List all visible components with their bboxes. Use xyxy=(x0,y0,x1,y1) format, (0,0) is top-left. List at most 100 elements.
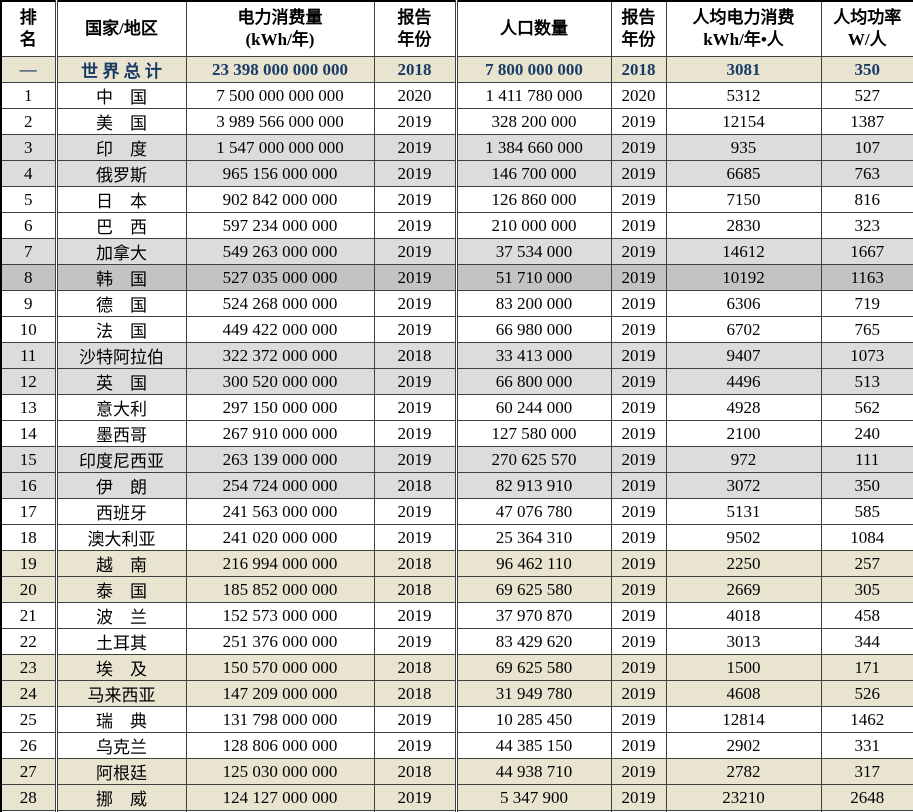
header-rank-line1: 排 xyxy=(19,7,37,27)
population-cell: 37 970 870 xyxy=(455,602,612,629)
header-population-line1: 人口数量 xyxy=(500,18,568,38)
rank-cell: 22 xyxy=(0,628,58,655)
report-year-1-cell: 2019 xyxy=(373,186,458,213)
population-cell: 51 710 000 xyxy=(455,264,612,291)
rank-cell: 27 xyxy=(0,758,58,785)
per-capita-power-cell: 562 xyxy=(820,394,913,421)
header-rank-line2: 名 xyxy=(19,30,37,49)
per-capita-power-cell: 305 xyxy=(820,576,913,603)
rank-cell: 29 xyxy=(0,810,58,812)
report-year-1-cell: 2018 xyxy=(373,56,458,83)
rank-cell: 3 xyxy=(0,134,58,161)
rank-cell: 2 xyxy=(0,108,58,135)
population-cell: 66 800 000 xyxy=(455,368,612,395)
rank-cell: 8 xyxy=(0,264,58,291)
country-cell: 越 南 xyxy=(55,550,187,577)
per-capita-consumption-cell: 935 xyxy=(665,134,822,161)
header-report-year-2: 报告 年份 xyxy=(610,0,667,57)
report-year-1-cell: 2019 xyxy=(373,784,458,811)
rank-cell: 5 xyxy=(0,186,58,213)
per-capita-power-cell: 323 xyxy=(820,212,913,239)
report-year-2-cell: 2019 xyxy=(610,680,667,707)
consumption-cell: 267 910 000 000 xyxy=(185,420,375,447)
rank-cell: 20 xyxy=(0,576,58,603)
per-capita-consumption-cell: 5131 xyxy=(665,498,822,525)
rank-cell: 4 xyxy=(0,160,58,187)
consumption-cell: 300 520 000 000 xyxy=(185,368,375,395)
table-row: 2 美 国 3 989 566 000 000 2019 328 200 000… xyxy=(0,108,913,135)
report-year-1-cell: 2019 xyxy=(373,732,458,759)
population-cell: 1 384 660 000 xyxy=(455,134,612,161)
population-cell: 5 347 900 xyxy=(455,784,612,811)
population-cell: 47 076 780 xyxy=(455,498,612,525)
population-cell: 66 980 000 xyxy=(455,316,612,343)
per-capita-consumption-cell: 2830 xyxy=(665,212,822,239)
country-cell: 土耳其 xyxy=(55,628,187,655)
header-per-capita-consumption-line1: 人均电力消费 xyxy=(692,7,795,27)
per-capita-power-cell: 1667 xyxy=(820,238,913,265)
country-cell: 美 国 xyxy=(55,108,187,135)
population-cell: 328 200 000 xyxy=(455,108,612,135)
per-capita-power-cell: 526 xyxy=(820,680,913,707)
per-capita-consumption-cell: 5312 xyxy=(665,82,822,109)
per-capita-power-cell: 350 xyxy=(820,56,913,83)
header-report-year-2-line2: 年份 xyxy=(621,30,656,49)
report-year-2-cell: 2019 xyxy=(610,576,667,603)
per-capita-consumption-cell: 2902 xyxy=(665,732,822,759)
consumption-cell: 216 994 000 000 xyxy=(185,550,375,577)
per-capita-consumption-cell: 12814 xyxy=(665,706,822,733)
country-cell: 日 本 xyxy=(55,186,187,213)
report-year-2-cell: 2019 xyxy=(610,472,667,499)
consumption-cell: 1 547 000 000 000 xyxy=(185,134,375,161)
report-year-2-cell: 2019 xyxy=(610,446,667,473)
consumption-cell: 125 030 000 000 xyxy=(185,758,375,785)
header-per-capita-consumption: 人均电力消费 kWh/年•人 xyxy=(665,0,822,57)
report-year-1-cell: 2020 xyxy=(373,82,458,109)
per-capita-power-cell: 1462 xyxy=(820,706,913,733)
population-cell: 69 625 580 xyxy=(455,576,612,603)
table-row: 13 意大利 297 150 000 000 2019 60 244 000 2… xyxy=(0,394,913,421)
country-cell: 澳大利亚 xyxy=(55,524,187,551)
report-year-1-cell: 2019 xyxy=(373,524,458,551)
report-year-2-cell: 2019 xyxy=(610,498,667,525)
per-capita-consumption-cell: 2782 xyxy=(665,758,822,785)
population-cell: 10 285 450 xyxy=(455,706,612,733)
header-consumption-line1: 电力消费量 xyxy=(237,7,323,27)
consumption-cell: 965 156 000 000 xyxy=(185,160,375,187)
report-year-1-cell: 2019 xyxy=(373,498,458,525)
report-year-1-cell: 2019 xyxy=(373,160,458,187)
per-capita-power-cell: 1163 xyxy=(820,264,913,291)
header-rank: 排 名 xyxy=(0,0,58,57)
report-year-2-cell: 2019 xyxy=(610,316,667,343)
consumption-cell: 131 798 000 000 xyxy=(185,706,375,733)
report-year-2-cell: 2019 xyxy=(610,186,667,213)
country-cell: 印度尼西亚 xyxy=(55,446,187,473)
country-cell: 马来西亚 xyxy=(55,680,187,707)
per-capita-consumption-cell: 2250 xyxy=(665,550,822,577)
population-cell: 83 429 620 xyxy=(455,628,612,655)
per-capita-consumption-cell: 9502 xyxy=(665,524,822,551)
consumption-cell: 23 398 000 000 000 xyxy=(185,56,375,83)
population-cell: 210 000 000 xyxy=(455,212,612,239)
rank-cell: 26 xyxy=(0,732,58,759)
rank-cell: 6 xyxy=(0,212,58,239)
table-row: 27 阿根廷 125 030 000 000 2018 44 938 710 2… xyxy=(0,758,913,785)
per-capita-consumption-cell: 4496 xyxy=(665,368,822,395)
report-year-2-cell: 2019 xyxy=(610,160,667,187)
country-cell: 世 界 总 计 xyxy=(55,56,187,83)
report-year-2-cell: 2019 xyxy=(610,628,667,655)
report-year-2-cell: 2019 xyxy=(610,654,667,681)
population-cell: 127 580 000 xyxy=(455,420,612,447)
population-cell: 60 244 000 xyxy=(455,394,612,421)
rank-cell: 7 xyxy=(0,238,58,265)
consumption-cell: 7 500 000 000 000 xyxy=(185,82,375,109)
header-report-year-1-line2: 年份 xyxy=(397,30,432,49)
table-row: 7 加拿大 549 263 000 000 2019 37 534 000 20… xyxy=(0,238,913,265)
table-row: 29 南 非 210 304 000 000 2019 58 558 270 2… xyxy=(0,810,913,812)
consumption-cell: 254 724 000 000 xyxy=(185,472,375,499)
report-year-2-cell: 2019 xyxy=(610,212,667,239)
table-row: 1 中 国 7 500 000 000 000 2020 1 411 780 0… xyxy=(0,82,913,109)
per-capita-consumption-cell: 3072 xyxy=(665,472,822,499)
